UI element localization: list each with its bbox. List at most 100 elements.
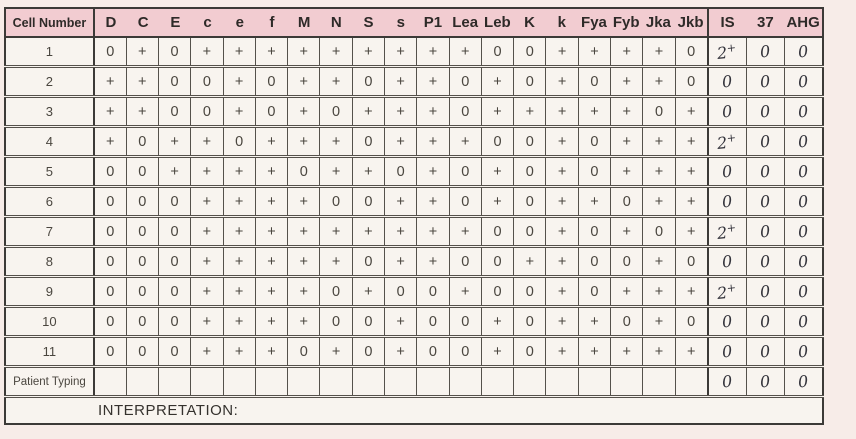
antigen-cell-D: + — [93, 96, 127, 128]
antigen-cell-S: 0 — [351, 306, 386, 338]
antigen-cell-s: + — [383, 246, 418, 278]
antigen-cell-P1: + — [416, 36, 450, 68]
interpretation-row: INTERPRETATION: — [4, 395, 824, 425]
antigen-cell-M: + — [287, 306, 321, 338]
antigen-cell-c — [190, 366, 224, 398]
antigen-cell-K: + — [513, 96, 547, 128]
antigen-cell-P1 — [416, 366, 450, 398]
antigen-cell-S: + — [351, 216, 386, 248]
result-cell-AHG: 0 — [783, 36, 824, 68]
handwritten-result: 0 — [721, 251, 734, 272]
antigen-cell-E: 0 — [157, 216, 192, 248]
antigen-cell-Jkb — [674, 366, 709, 398]
antigen-cell-Fyb: + — [610, 96, 644, 128]
antigen-cell-E: 0 — [157, 36, 192, 68]
antigen-cell-D: 0 — [93, 186, 127, 218]
antigen-cell-C — [125, 366, 159, 398]
antigen-cell-s: + — [383, 126, 418, 158]
panel-row: 5 0 0 + + + +0 + +0 +0 +0 +0 + + +0 0 0 — [4, 156, 824, 188]
antigen-cell-C: 0 — [125, 276, 159, 308]
column-header-C: C — [137, 14, 149, 31]
antigen-cell-M: + — [287, 216, 321, 248]
antigen-cell-f — [254, 366, 289, 398]
antigen-cell-k: + — [545, 186, 579, 218]
result-cell-IS: 0 — [706, 96, 747, 128]
result-cell-IS: 2+ — [706, 216, 747, 248]
antigen-cell-P1: 0 — [416, 276, 450, 308]
antigen-cell-Leb: + — [480, 96, 515, 128]
antigen-cell-Jkb: + — [674, 336, 709, 368]
antigen-cell-Lea — [448, 366, 482, 398]
result-cell-IS: 0 — [706, 336, 747, 368]
result-cell-IS: 0 — [706, 156, 747, 188]
column-header-K: K — [524, 14, 535, 31]
handwritten-result: 0 — [797, 371, 810, 392]
antigen-cell-Jkb: 0 — [674, 36, 709, 68]
antigen-cell-Lea: 0 — [448, 66, 482, 98]
antigen-cell-Jkb: 0 — [674, 246, 709, 278]
antigen-cell-Jkb: + — [674, 96, 709, 128]
result-cell-AHG: 0 — [783, 186, 824, 218]
handwritten-result: 0 — [759, 191, 772, 212]
antigen-cell-Jka: + — [642, 186, 676, 218]
cell-number-label: 10 — [4, 306, 95, 338]
antigen-cell-S: 0 — [351, 246, 386, 278]
handwritten-result: 0 — [759, 71, 772, 92]
panel-row: 11 0 0 0 + + +0 +0 +0 0 +0 + + + + +0 0 0 — [4, 336, 824, 368]
column-header-M: M — [297, 14, 311, 31]
antigen-cell-e: + — [222, 96, 256, 128]
antigen-cell-f: + — [254, 306, 289, 338]
antigen-cell-Fyb: + — [610, 216, 644, 248]
antigen-cell-E: 0 — [157, 66, 192, 98]
antigen-cell-Lea: 0 — [448, 156, 482, 188]
result-cell-IS: 0 — [706, 66, 747, 98]
antigen-cell-e: + — [222, 66, 256, 98]
column-header-c: c — [203, 14, 212, 31]
antigen-cell-Jkb: 0 — [674, 306, 709, 338]
antigen-cell-k: + — [545, 66, 579, 98]
antigen-cell-D: 0 — [93, 306, 127, 338]
antigen-cell-s: + — [383, 96, 418, 128]
antigen-cell-k: + — [545, 96, 579, 128]
cell-number-label: 8 — [4, 246, 95, 278]
antigen-cell-N — [319, 366, 353, 398]
antigen-cell-Lea: 0 — [448, 96, 482, 128]
antigen-cell-S: 0 — [351, 66, 386, 98]
antigen-cell-C: + — [125, 96, 159, 128]
antigen-cell-s: + — [383, 336, 418, 368]
cell-number-label: 1 — [4, 36, 95, 68]
antigen-cell-Leb: 0 — [480, 246, 515, 278]
antigen-cell-Jkb: + — [674, 126, 709, 158]
antigen-cell-M: 0 — [287, 156, 321, 188]
antigen-cell-Lea: 0 — [448, 336, 482, 368]
antigen-cell-Lea: 0 — [448, 246, 482, 278]
column-header-f: f — [269, 14, 275, 31]
antigen-cell-k: + — [545, 336, 579, 368]
panel-row: 9 0 0 0 + + + +0 +0 0 +0 0 +0 + + +2+ 0 0 — [4, 276, 824, 308]
handwritten-result: 0 — [759, 161, 772, 182]
panel-row: 2 + +0 0 +0 + +0 + +0 +0 +0 + +0 0 0 0 — [4, 66, 824, 98]
result-cell-AHG: 0 — [783, 156, 824, 188]
result-cell-AHG: 0 — [783, 126, 824, 158]
result-cell-37: 0 — [745, 66, 785, 98]
antigen-cell-Lea: 0 — [448, 306, 482, 338]
result-cell-AHG: 0 — [783, 216, 824, 248]
handwritten-result: 0 — [797, 191, 810, 212]
antigen-cell-s: + — [383, 216, 418, 248]
antigen-cell-E: 0 — [157, 186, 192, 218]
antigen-cell-N: 0 — [319, 276, 353, 308]
antigen-cell-k: + — [545, 246, 579, 278]
antigen-cell-M: + — [287, 246, 321, 278]
antigen-cell-k: + — [545, 36, 579, 68]
antigen-cell-Jka: 0 — [642, 96, 676, 128]
antigen-cell-S: + — [351, 96, 386, 128]
cell-number-label: 11 — [4, 336, 95, 368]
antigen-cell-s: + — [383, 36, 418, 68]
phase-header-group: IS 37 AHG — [706, 7, 825, 38]
antigen-cell-Fya: + — [577, 306, 612, 338]
antigen-cell-Leb: + — [480, 186, 515, 218]
antigen-cell-S: 0 — [351, 336, 386, 368]
handwritten-result: 0 — [759, 341, 772, 362]
result-cell-IS: 0 — [706, 246, 747, 278]
